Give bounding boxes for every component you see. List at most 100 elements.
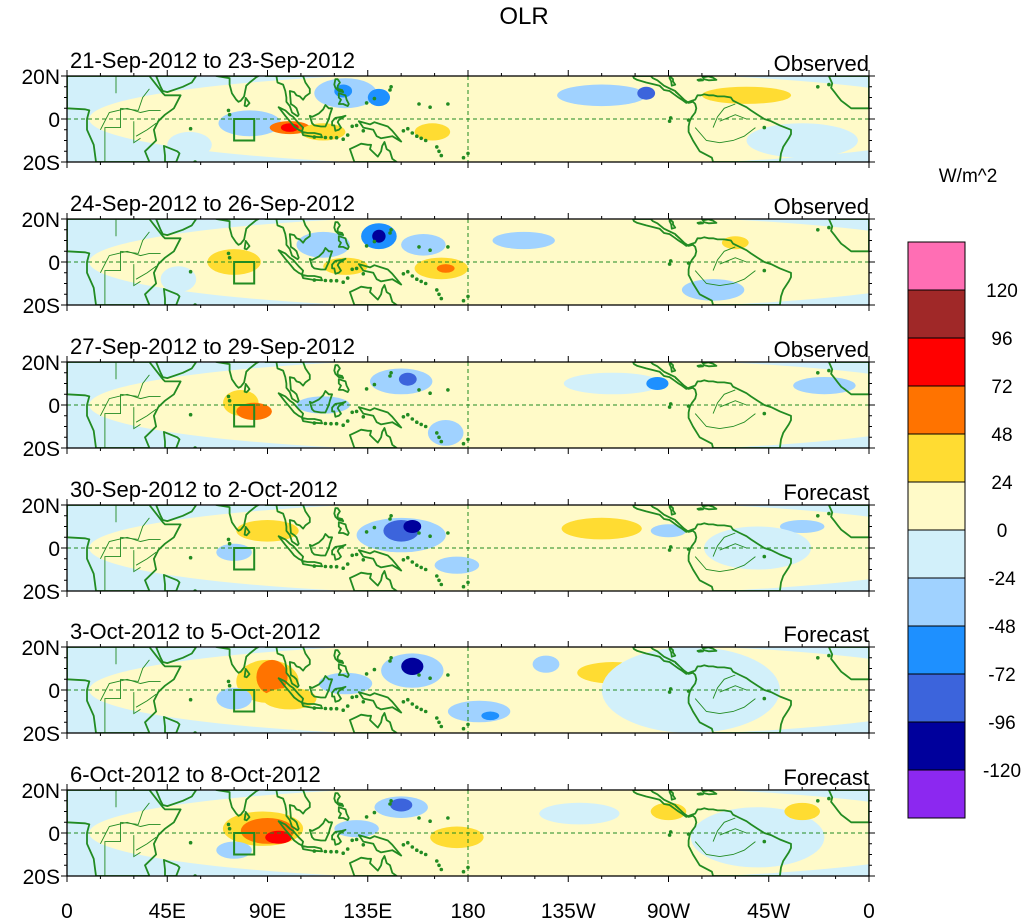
island	[188, 840, 193, 845]
island	[329, 706, 333, 711]
island	[686, 832, 691, 836]
coastline	[301, 416, 324, 425]
coastline	[632, 647, 792, 733]
country-border	[694, 413, 756, 430]
island	[389, 799, 393, 803]
coastline	[696, 792, 704, 796]
coastline	[243, 239, 251, 251]
colorbar-label: 0	[997, 521, 1008, 542]
anomaly-blob	[334, 820, 379, 838]
island	[372, 810, 377, 815]
coastline	[331, 543, 347, 561]
coastline	[215, 647, 260, 674]
island	[226, 108, 231, 113]
country-border	[135, 122, 157, 137]
anomaly-blob	[434, 556, 480, 574]
coastline	[243, 811, 251, 822]
coastline	[162, 144, 181, 162]
anomaly-blob	[690, 409, 780, 436]
island	[226, 679, 231, 684]
x-tick-label: 0	[61, 900, 73, 922]
country-border	[99, 678, 161, 702]
colorbar-swatch	[907, 769, 966, 819]
coastline	[155, 790, 198, 807]
island	[419, 565, 424, 570]
coastline	[67, 647, 182, 733]
island	[312, 278, 317, 282]
island	[423, 852, 428, 857]
country-border	[719, 400, 747, 408]
coastline	[264, 76, 311, 118]
coastline	[348, 570, 398, 591]
island	[354, 694, 359, 699]
island	[406, 412, 410, 417]
island	[361, 700, 366, 704]
country-border	[104, 537, 121, 591]
colorbar-swatch	[907, 433, 966, 483]
coastline	[668, 362, 677, 373]
island	[667, 119, 672, 123]
island	[406, 697, 410, 702]
coastline	[357, 549, 403, 572]
country-border	[99, 821, 161, 845]
y-tick-label: 20S	[23, 438, 60, 461]
coastline	[215, 790, 260, 817]
island	[334, 706, 339, 711]
island	[762, 554, 767, 559]
coastline	[701, 647, 718, 653]
anomaly-blob	[704, 526, 812, 570]
island	[350, 838, 355, 843]
island	[334, 135, 339, 140]
island	[388, 517, 392, 521]
anomaly-blob	[779, 520, 825, 533]
island	[686, 261, 691, 265]
island	[334, 421, 339, 426]
country-border	[135, 693, 157, 708]
island	[226, 537, 231, 542]
coastline	[331, 114, 347, 132]
coastline	[357, 120, 403, 143]
island	[341, 708, 346, 712]
anomaly-blob	[701, 86, 792, 104]
island	[417, 388, 421, 392]
island	[372, 382, 377, 387]
island	[435, 288, 439, 292]
island	[417, 531, 421, 535]
island	[415, 277, 419, 282]
island	[323, 421, 328, 426]
coastline	[348, 427, 398, 448]
island	[417, 816, 421, 820]
island	[341, 851, 346, 855]
anomaly-blob	[561, 517, 642, 540]
country-border	[104, 679, 121, 733]
coastline	[337, 806, 350, 821]
country-border	[104, 394, 121, 448]
region-box	[233, 832, 256, 856]
coastline	[632, 790, 792, 876]
island	[762, 268, 767, 273]
country-border	[135, 836, 157, 851]
x-tick-label: 90W	[647, 900, 690, 922]
island	[435, 574, 439, 578]
country-border	[719, 114, 747, 122]
country-border	[674, 520, 687, 532]
coastline	[696, 507, 704, 511]
anomaly-blob	[89, 76, 869, 162]
panel-6: 6-Oct-2012 to 8-Oct-2012 Forecast 20N 0 20S	[21, 762, 875, 889]
island	[341, 280, 346, 285]
island	[388, 374, 392, 378]
coastline	[348, 141, 398, 162]
anomaly-blob	[296, 231, 350, 258]
island	[227, 683, 232, 688]
island	[354, 837, 359, 842]
anomaly-blob	[265, 830, 292, 844]
island	[323, 135, 328, 140]
coastline	[333, 364, 345, 380]
island	[410, 274, 415, 278]
country-border	[135, 408, 157, 423]
island	[350, 695, 355, 700]
island	[372, 667, 377, 672]
anomaly-blob	[167, 131, 212, 158]
island	[410, 560, 415, 564]
